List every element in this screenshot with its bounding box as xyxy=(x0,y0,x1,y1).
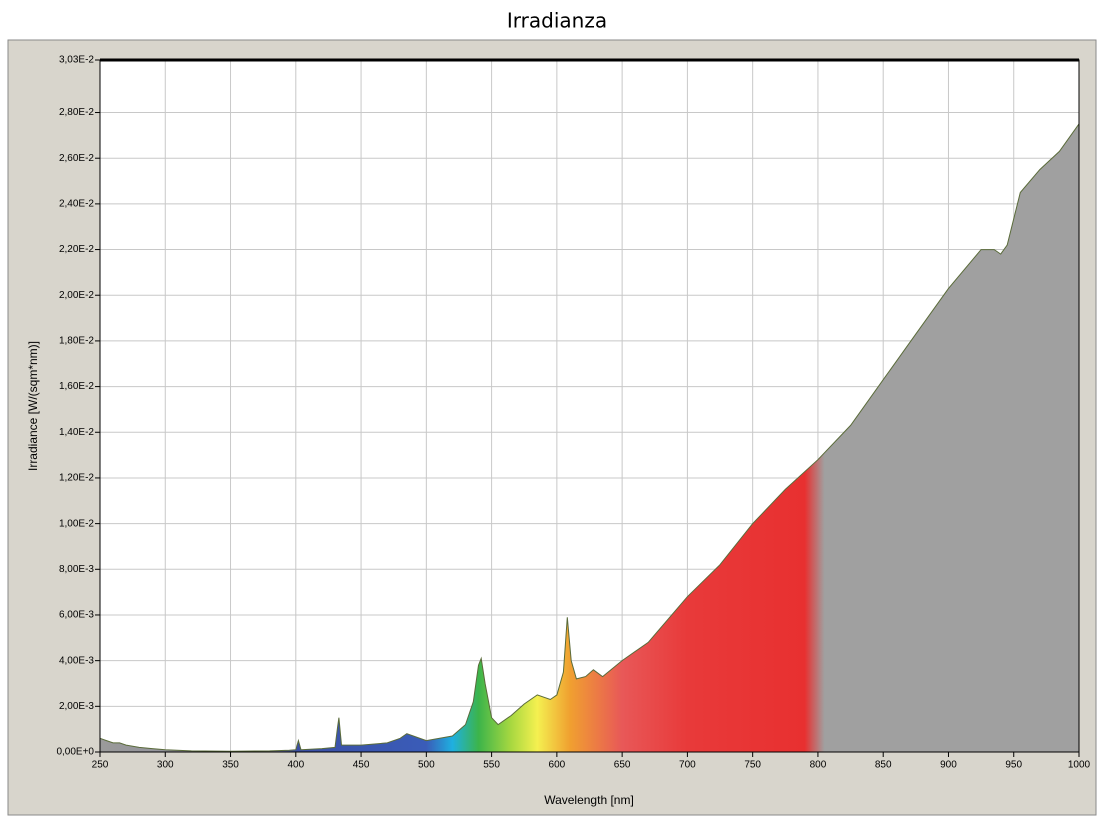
y-tick-label: 6,00E-3 xyxy=(59,610,94,621)
x-tick-label: 950 xyxy=(1005,760,1022,771)
x-tick-label: 1000 xyxy=(1068,760,1091,771)
y-tick-label: 1,00E-2 xyxy=(59,518,94,529)
y-tick-label: 1,40E-2 xyxy=(59,427,94,438)
y-tick-label: 2,20E-2 xyxy=(59,244,94,255)
y-tick-label: 0,00E+0 xyxy=(56,747,94,758)
y-tick-label: 8,00E-3 xyxy=(59,564,94,575)
y-tick-label: 1,60E-2 xyxy=(59,381,94,392)
y-tick-label: 2,60E-2 xyxy=(59,153,94,164)
x-tick-label: 450 xyxy=(353,760,370,771)
x-tick-label: 850 xyxy=(875,760,892,771)
y-tick-label: 3,03E-2 xyxy=(59,55,94,66)
x-tick-label: 300 xyxy=(157,760,174,771)
x-tick-label: 800 xyxy=(810,760,827,771)
x-tick-label: 900 xyxy=(940,760,957,771)
y-tick-label: 1,20E-2 xyxy=(59,473,94,484)
x-tick-label: 250 xyxy=(92,760,109,771)
y-tick-label: 2,40E-2 xyxy=(59,199,94,210)
y-tick-label: 1,80E-2 xyxy=(59,336,94,347)
x-tick-label: 600 xyxy=(549,760,566,771)
x-tick-label: 550 xyxy=(483,760,500,771)
y-tick-label: 2,80E-2 xyxy=(59,107,94,118)
area xyxy=(100,123,1079,752)
x-axis-label: Wavelength [nm] xyxy=(544,793,634,807)
x-tick-label: 350 xyxy=(222,760,239,771)
y-axis-label: Irradiance [W/(sqm*nm)] xyxy=(26,341,40,471)
x-tick-label: 700 xyxy=(679,760,696,771)
x-tick-label: 650 xyxy=(614,760,631,771)
x-tick-label: 500 xyxy=(418,760,435,771)
line xyxy=(99,123,1080,752)
chart-title: Irradianza xyxy=(507,9,607,33)
x-tick-label: 400 xyxy=(287,760,304,771)
y-tick-label: 2,00E-3 xyxy=(59,701,94,712)
y-tick-label: 2,00E-2 xyxy=(59,290,94,301)
y-tick-label: 4,00E-3 xyxy=(59,655,94,666)
x-tick-label: 750 xyxy=(744,760,761,771)
